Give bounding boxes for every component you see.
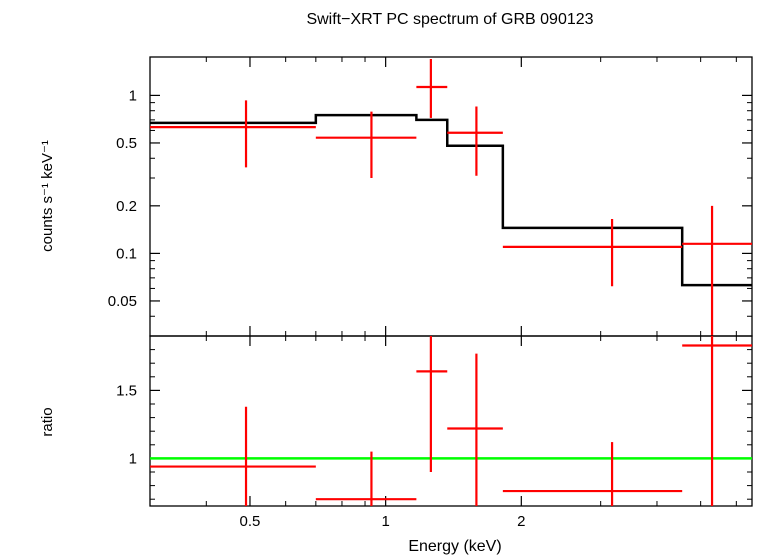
spectrum-data-point (502, 219, 683, 287)
ratio-y-axis-label: ratio (39, 407, 56, 436)
ratio-data-point (682, 336, 752, 506)
chart-title: Swift−XRT PC spectrum of GRB 090123 (306, 11, 593, 28)
ratio-data-point (502, 442, 683, 506)
ratio-panel: 11.5 (116, 335, 753, 507)
spectrum-ytick-label: 0.1 (116, 245, 137, 262)
spectrum-y-axis-label: counts s⁻¹ keV⁻¹ (39, 140, 56, 252)
spectrum-data-point (682, 205, 752, 336)
ratio-ytick-label: 1 (129, 450, 137, 467)
ratio-data-point (150, 406, 316, 506)
spectrum-panel: 1 0.5 0.2 0.1 0.05 (108, 56, 753, 337)
spectrum-data-point (416, 58, 448, 118)
ratio-data-point (315, 451, 417, 506)
spectrum-ytick-label: 0.05 (108, 293, 137, 310)
spectrum-data-point (315, 111, 417, 179)
spectrum-data-point (447, 106, 503, 176)
ratio-data-point (447, 353, 503, 506)
ratio-data-point (416, 336, 448, 472)
spectrum-frame (149, 56, 753, 337)
ratio-ytick-label: 1.5 (116, 382, 137, 399)
x-tick-label: 1 (381, 513, 389, 530)
x-tick-label: 2 (517, 513, 525, 530)
spectrum-data-point (150, 100, 316, 168)
spectrum-ytick-label: 0.2 (116, 198, 137, 215)
x-axis-label: Energy (keV) (408, 538, 501, 555)
model-step-line (150, 113, 752, 287)
spectrum-ytick-label: 1 (129, 87, 137, 104)
spectrum-ytick-label: 0.5 (116, 135, 137, 152)
x-tick-label: 0.5 (240, 513, 261, 530)
ratio-frame (149, 335, 753, 507)
